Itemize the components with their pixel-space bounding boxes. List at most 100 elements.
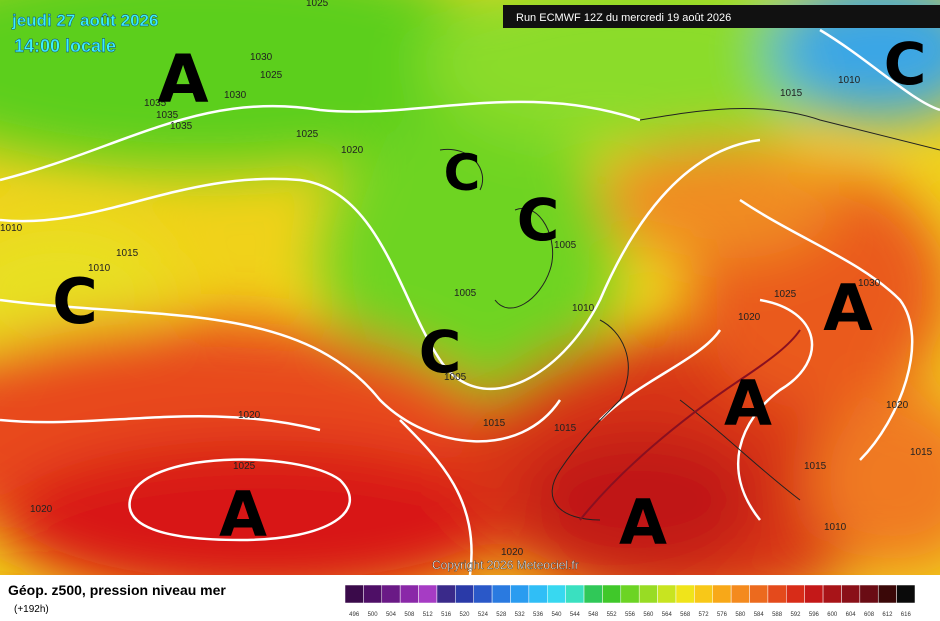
colorbar-label: 580 [735, 612, 746, 618]
colorbar-swatch [767, 584, 787, 604]
colorbar-label: 524 [478, 612, 489, 618]
isobar-label: 1015 [554, 423, 577, 434]
colorbar-label: 612 [882, 612, 893, 618]
colorbar-swatch [344, 584, 364, 604]
colorbar-swatch [547, 584, 566, 604]
colorbar-swatch [877, 584, 897, 604]
colorbar-label: 604 [846, 612, 857, 618]
colorbar-swatch [583, 584, 603, 604]
colorbar-label: 520 [460, 612, 471, 618]
pressure-system: A [619, 486, 667, 559]
colorbar-swatch [822, 584, 842, 604]
colorbar-swatch [804, 584, 824, 604]
isobar-label: 1020 [886, 400, 909, 411]
colorbar-label: 572 [699, 612, 710, 618]
colorbar-swatch [473, 584, 493, 604]
colorbar-swatch [730, 584, 750, 604]
colorbar-label: 544 [570, 612, 581, 618]
isobar-label: 1020 [238, 410, 261, 421]
isobar-label: 1020 [738, 312, 761, 323]
isobar-label: 1005 [444, 372, 467, 383]
colorbar-swatch [491, 584, 511, 604]
pressure-system: C [884, 30, 927, 98]
isobars [0, 28, 940, 575]
isobar-label: 1025 [233, 461, 256, 472]
colorbar-swatch [657, 584, 677, 604]
colorbar-label: 608 [864, 612, 875, 618]
jet-axis [579, 329, 801, 521]
colorbar-swatch [749, 584, 769, 604]
colorbar-label: 532 [515, 612, 526, 618]
pressure-system: C [419, 318, 462, 386]
colorbar-swatch [418, 584, 438, 604]
colorbar-swatch [565, 584, 585, 604]
colorbar-label: 596 [809, 612, 820, 618]
colorbar-swatch [786, 584, 805, 604]
legend-subtitle: (+192h) [14, 604, 49, 615]
isobar-label: 1010 [88, 263, 111, 274]
forecast-date: jeudi 27 août 2026 [11, 11, 158, 30]
isobar-label: 1030 [250, 52, 273, 63]
isobar-label: 1005 [454, 288, 477, 299]
colorbar-label: 540 [551, 612, 562, 618]
colorbar-swatch [841, 584, 861, 604]
isobar-label: 1020 [30, 504, 53, 515]
pressure-system: A [219, 478, 267, 551]
colorbar-label: 556 [625, 612, 636, 618]
pressure-system: A [157, 41, 208, 118]
colorbar-label: 552 [607, 612, 618, 618]
colorbar-label: 600 [827, 612, 838, 618]
colorbar-label: 512 [423, 612, 434, 618]
isobar-label: 1035 [144, 98, 167, 109]
colorbar-swatch [528, 584, 548, 604]
colorbar-label: 592 [790, 612, 801, 618]
colorbar-label: 500 [368, 612, 379, 618]
colorbar-swatch [694, 584, 713, 604]
colorbar-swatch [436, 584, 456, 604]
colorbar-label: 588 [772, 612, 783, 618]
colorbar-swatch [638, 584, 658, 604]
pressure-system: C [517, 186, 560, 254]
isobar-label: 1020 [341, 145, 364, 156]
colorbar-swatch [381, 584, 401, 604]
run-banner [503, 5, 940, 28]
colorbar-swatch [363, 584, 383, 604]
pressure-system: C [444, 144, 481, 202]
colorbar-label: 548 [588, 612, 599, 618]
colorbar-label: 528 [496, 612, 507, 618]
isobar-label: 1015 [483, 418, 506, 429]
forecast-time: 14:00 locale [14, 36, 116, 56]
isobar-label: 1015 [116, 248, 139, 259]
colorbar-swatch [620, 584, 640, 604]
colorbar-swatch [399, 584, 419, 604]
colorbar-swatch [712, 584, 732, 604]
colorbar-label: 560 [643, 612, 654, 618]
copyright: Copyright 2026 Meteociel.fr [432, 558, 579, 572]
colorbar-swatch [510, 584, 530, 604]
colorbar-swatch [455, 584, 474, 604]
colorbar-swatch [602, 584, 622, 604]
colorbar-label: 584 [754, 612, 765, 618]
isobar-label: 1025 [296, 129, 319, 140]
run-info: Run ECMWF 12Z du mercredi 19 août 2026 [516, 12, 731, 24]
pressure-system: A [823, 272, 873, 346]
isobar-label: 1010 [838, 75, 861, 86]
colorbar-swatch [675, 584, 695, 604]
colorbar-swatch [896, 584, 916, 604]
colorbar-label: 504 [386, 612, 397, 618]
isobar-label: 1010 [572, 303, 595, 314]
isobar-label: 1035 [156, 110, 179, 121]
isobar-label: 1025 [774, 289, 797, 300]
isobar-label: 1015 [804, 461, 827, 472]
colorbar-label: 536 [533, 612, 544, 618]
isobar-label: 1025 [306, 0, 329, 9]
isobar-label: 1010 [824, 522, 847, 533]
isobar-label: 1030 [224, 90, 247, 101]
isobar-label: 1010 [0, 223, 23, 234]
colorbar-label: 616 [901, 612, 912, 618]
pressure-system: C [52, 265, 98, 338]
isobar-label: 1005 [554, 240, 577, 251]
isobar-label: 1025 [260, 70, 283, 81]
